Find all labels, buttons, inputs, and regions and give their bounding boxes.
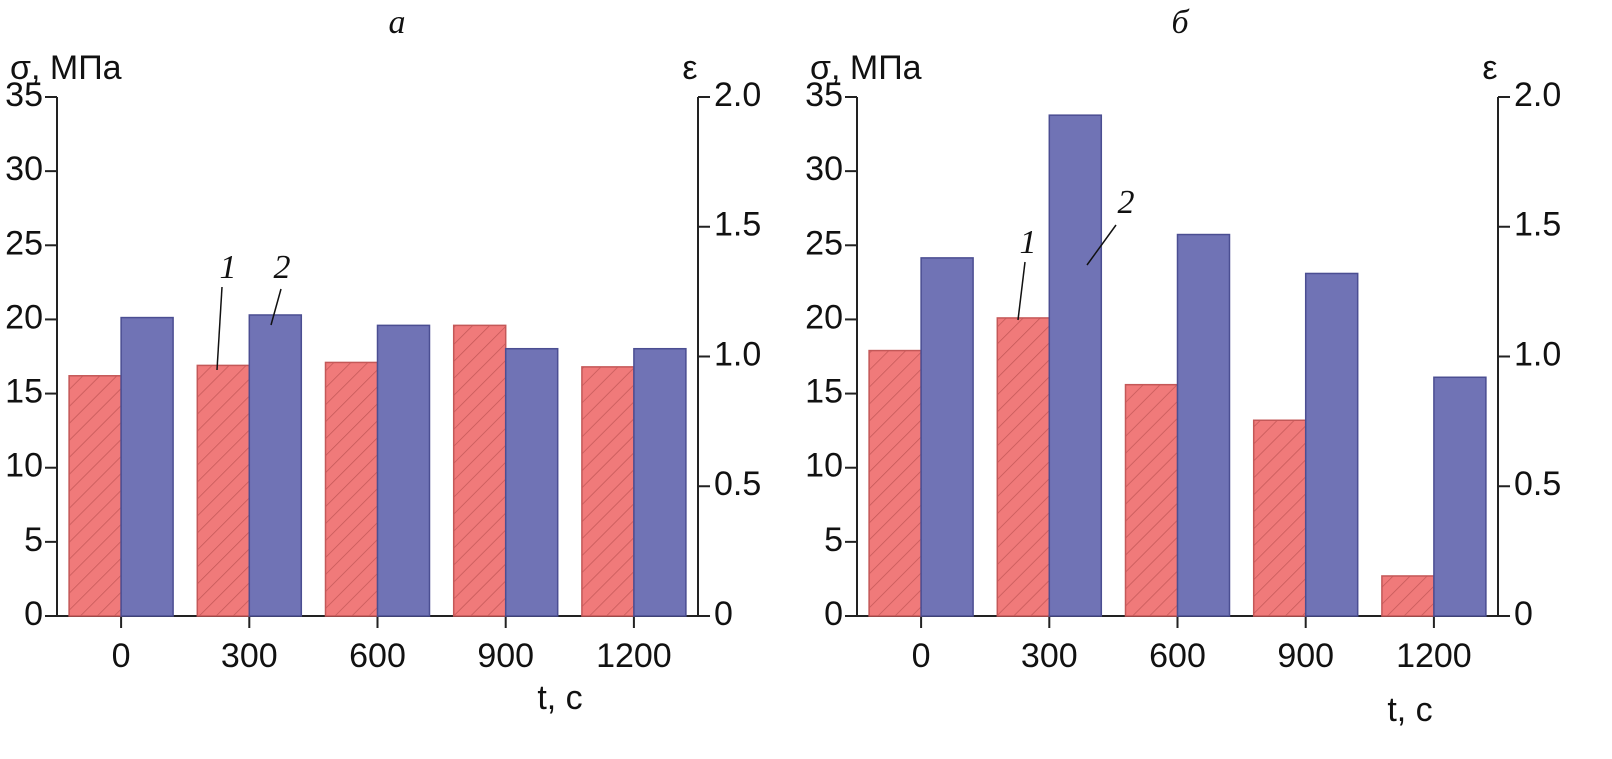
x-tick-label: 600 [349,637,406,675]
x-tick-label: 0 [112,637,131,675]
y-tick-label: 20 [5,298,43,336]
subplot-title: а [389,4,406,41]
x-tick-label: 300 [1021,637,1078,675]
y2-tick-label: 1.0 [1514,335,1561,373]
bar [196,364,251,617]
y-tick-label: 10 [5,447,43,485]
bar [581,366,635,617]
y-tick-label: 35 [805,76,843,114]
leader-line [1017,261,1026,321]
x-tick-label: 1200 [596,637,672,675]
bar [633,347,687,617]
bar [996,317,1051,617]
y-tick-label: 0 [24,595,43,633]
y2-tick-label: 1.5 [714,206,761,244]
y2-tick-label: 2.0 [1514,76,1561,114]
x-tick-label: 900 [1277,637,1334,675]
bar [1381,575,1435,617]
x-axis-label: t, с [537,679,582,717]
x-tick-label: 0 [912,637,931,675]
y2-tick-label: 1.0 [714,335,761,373]
y2-tick-label: 2.0 [714,76,761,114]
y-tick-label: 15 [805,373,843,411]
y2-tick-label: 1.5 [1514,206,1561,244]
bar [1124,383,1179,617]
y-tick-label: 15 [5,373,43,411]
leader-line [270,288,282,326]
bar [68,375,122,617]
subplot-title: б [1171,4,1190,41]
y-tick-label: 5 [824,521,843,559]
bar [324,361,379,617]
bar [120,316,174,617]
x-tick-label: 300 [221,637,278,675]
annotation: 1 [220,249,237,286]
leader-line [1086,224,1117,266]
y-tick-label: 0 [824,595,843,633]
y2-tick-label: 0 [1514,595,1533,633]
bar [1304,272,1359,617]
y-tick-label: 25 [805,224,843,262]
bar [248,314,303,617]
y2-axis-label: ε [1482,49,1497,87]
bar [920,257,974,617]
bar [452,324,507,617]
y-tick-label: 5 [24,521,43,559]
bar [376,324,431,617]
y-tick-label: 10 [805,447,843,485]
annotation: 1 [1020,224,1037,261]
y-tick-label: 25 [5,224,43,262]
leader-line [216,286,223,371]
bar [1433,376,1487,617]
bar [504,347,559,617]
annotation: 2 [1118,184,1135,221]
x-tick-label: 600 [1149,637,1206,675]
y-tick-label: 30 [805,150,843,188]
annotation: 2 [274,249,291,286]
bar [1048,114,1103,617]
y2-axis-label: ε [682,49,697,87]
y-axis-label: σ, МПа [10,49,122,87]
x-tick-label: 900 [477,637,534,675]
y-axis-label: σ, МПа [810,49,922,87]
bar [868,349,922,617]
x-axis-label: t, с [1387,691,1432,729]
y2-tick-label: 0.5 [714,465,761,503]
y2-tick-label: 0.5 [1514,465,1561,503]
x-tick-label: 1200 [1396,637,1472,675]
y-tick-label: 35 [5,76,43,114]
bar [1176,233,1231,617]
y2-tick-label: 0 [714,595,733,633]
bar [1252,419,1307,617]
y-tick-label: 30 [5,150,43,188]
y-tick-label: 20 [805,298,843,336]
